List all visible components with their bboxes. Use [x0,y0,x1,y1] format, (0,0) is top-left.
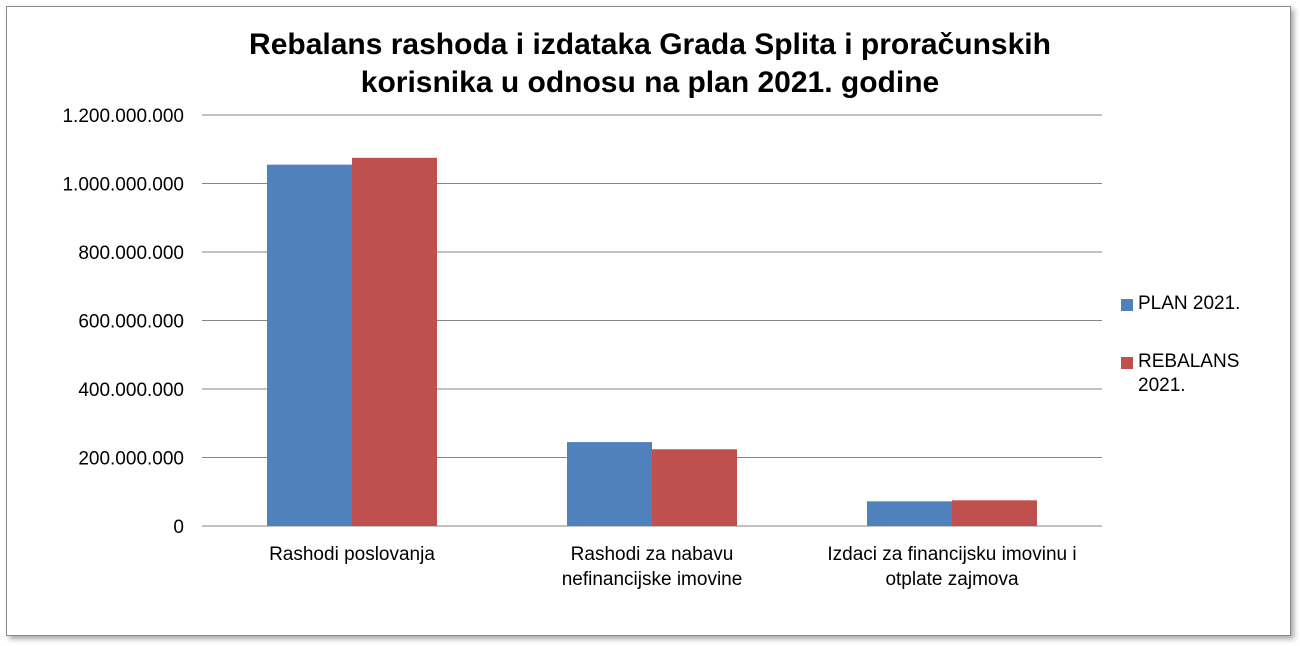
y-tick-label: 800.000.000 [78,243,184,264]
legend-label-rebalans: REBALANS 2021. [1138,351,1240,396]
bars [267,157,1037,526]
legend-swatch-rebalans [1121,357,1133,369]
bar-rebalans [652,449,737,526]
y-axis-tick-labels: 0 200.000.000 400.000.000 600.000.000 800.00… [62,106,184,538]
y-tick-label: 200.000.000 [78,449,184,470]
legend-item-rebalans: REBALANS 2021. [1118,350,1268,398]
y-tick-label: 1.000.000.000 [62,175,184,196]
bar-rebalans [952,500,1037,526]
legend-label-plan: PLAN 2021. [1138,293,1241,314]
legend: PLAN 2021. REBALANS 2021. [1118,292,1288,398]
x-category-label-line: nefinancijske imovine [562,569,743,590]
bar-plan [267,164,352,526]
x-category-label-line: Rashodi poslovanja [269,544,435,565]
bar-plan [867,501,952,526]
y-tick-label: 1.200.000.000 [62,106,184,127]
x-category-label-line: Rashodi za nabavu [571,544,734,565]
bar-rebalans [352,157,437,526]
x-category-label-line: Izdaci za financijsku imovinu i [827,544,1076,565]
y-tick-label: 400.000.000 [78,380,184,401]
y-tick-label: 600.000.000 [78,312,184,333]
y-tick-label: 0 [173,517,184,538]
x-category-label: Izdaci za financijsku imovinu i otplate z… [827,544,1076,590]
bar-plan [567,442,652,526]
x-category-label: Rashodi poslovanja [269,544,435,565]
chart-title: Rebalans rashoda i izdataka Grada Splita… [249,28,1051,99]
x-category-label: Rashodi za nabavu nefinancijske imovine [562,544,743,590]
legend-item-plan: PLAN 2021. [1118,292,1288,316]
x-category-label-line: otplate zajmova [885,569,1019,590]
legend-swatch-plan [1121,299,1133,311]
x-axis-category-labels: Rashodi poslovanja Rashodi za nabavu nefin… [269,544,1077,590]
